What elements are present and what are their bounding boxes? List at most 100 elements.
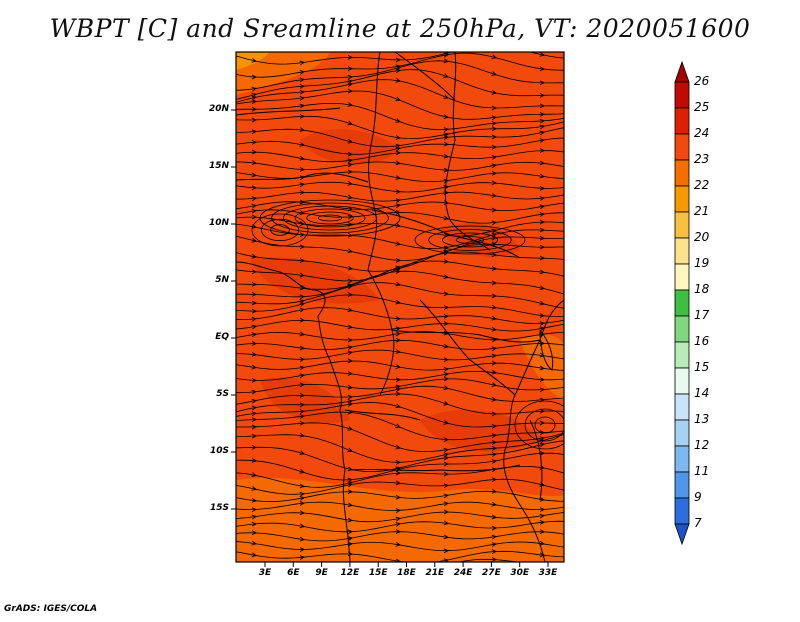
streamline-arrow	[347, 232, 353, 238]
streamline-arrow	[539, 148, 546, 153]
streamline-arrow	[395, 257, 402, 263]
streamline-arrow	[251, 291, 258, 297]
streamline-arrow	[443, 178, 449, 184]
streamline	[414, 225, 526, 255]
streamline-arrow	[395, 460, 402, 465]
streamline-arrow	[299, 299, 305, 304]
streamline-arrow	[443, 385, 449, 391]
streamline-arrow	[443, 471, 450, 477]
streamline-arrow	[395, 470, 402, 476]
streamline-arrow	[299, 155, 305, 161]
colorbar-level-label: 7	[694, 516, 702, 530]
coastline	[391, 329, 541, 343]
streamline-arrow	[443, 548, 450, 554]
streamline-arrow	[251, 224, 257, 229]
streamline-arrow	[443, 455, 449, 461]
streamline-arrow	[251, 86, 257, 92]
lon-label: 30E	[510, 568, 530, 578]
coastline	[344, 409, 421, 421]
streamline-arrow	[539, 321, 545, 326]
lat-label: 10S	[209, 446, 229, 456]
streamline-arrow	[443, 452, 449, 458]
streamline-arrow	[299, 83, 306, 89]
streamline-arrow	[395, 150, 402, 156]
streamline-arrow	[251, 341, 258, 346]
streamline-arrow	[395, 241, 401, 246]
streamline-arrow	[299, 113, 306, 119]
streamline-arrow	[491, 207, 498, 213]
streamline-arrow	[299, 392, 306, 398]
streamline-arrow	[539, 93, 546, 98]
streamline-arrow	[491, 126, 498, 132]
streamline-arrow	[299, 103, 305, 109]
streamline-arrow	[395, 146, 401, 152]
streamline-arrow	[299, 500, 305, 506]
colorbar-level-label: 26	[694, 74, 710, 88]
streamline-arrow	[491, 134, 498, 140]
streamline	[317, 214, 343, 222]
coastlines	[236, 52, 564, 562]
streamline-arrow	[251, 552, 257, 558]
streamline-arrow	[251, 377, 258, 383]
coastline	[529, 419, 543, 501]
streamline-arrow	[395, 265, 401, 271]
streamline-arrow	[491, 193, 497, 198]
colorbar	[674, 60, 690, 546]
streamline-arrow	[491, 440, 498, 445]
streamline-arrow	[491, 369, 497, 375]
colorbar-swatch	[674, 185, 690, 213]
streamline-arrow	[443, 274, 449, 280]
streamline-arrow	[395, 189, 402, 194]
colorbar-level-label: 24	[694, 126, 710, 140]
colorbar-level-label: 14	[694, 386, 710, 400]
streamline-arrow	[395, 444, 401, 450]
streamline-arrow	[299, 258, 305, 263]
streamline-arrow	[443, 366, 449, 372]
streamline-arrow	[347, 74, 353, 80]
streamline-arrow	[251, 208, 257, 214]
streamline-arrow	[299, 77, 305, 83]
streamline-arrow	[443, 73, 449, 78]
coastline	[539, 329, 554, 371]
streamline-arrow	[299, 496, 305, 501]
colorbar-swatch	[674, 81, 690, 109]
streamline-arrow	[395, 522, 401, 527]
streamline-arrow	[299, 294, 305, 300]
streamline-arrow	[347, 158, 353, 164]
streamline-arrow	[491, 534, 497, 540]
colorbar-swatch	[674, 471, 690, 499]
streamline-arrow	[395, 316, 402, 322]
colorbar-swatch	[674, 237, 690, 265]
streamline-arrow	[251, 530, 258, 536]
colorbar-level-label: 17	[694, 308, 710, 322]
streamline-arrow	[251, 214, 258, 220]
streamline	[306, 211, 354, 225]
plot-frame	[235, 51, 565, 563]
streamline-arrow	[443, 483, 449, 489]
lat-label: 5S	[216, 389, 229, 399]
streamline-arrow	[491, 360, 498, 366]
streamline-arrow	[395, 508, 402, 513]
streamline-arrow	[347, 181, 353, 186]
streamline-arrow	[443, 127, 449, 132]
streamline-arrow	[539, 408, 546, 414]
streamline-arrow	[539, 365, 545, 371]
streamline-arrow	[539, 130, 545, 136]
streamline	[259, 199, 401, 237]
streamline-arrow	[491, 353, 497, 359]
colorbar-level-label: 20	[694, 230, 710, 244]
streamline-arrow	[491, 326, 497, 332]
streamline-arrow	[443, 305, 450, 310]
streamline-arrow	[347, 426, 353, 431]
lat-label: 5N	[215, 275, 229, 285]
streamline-arrow	[347, 88, 354, 94]
streamline-arrow	[539, 124, 545, 130]
streamline-arrow	[443, 259, 449, 264]
streamline-arrow	[443, 141, 450, 147]
wbpt-patch	[236, 52, 330, 95]
streamline-arrow	[491, 525, 498, 531]
coastline	[371, 209, 521, 259]
streamline-arrow	[299, 409, 305, 414]
colorbar-level-label: 15	[694, 360, 710, 374]
streamline-arrow	[347, 151, 354, 157]
